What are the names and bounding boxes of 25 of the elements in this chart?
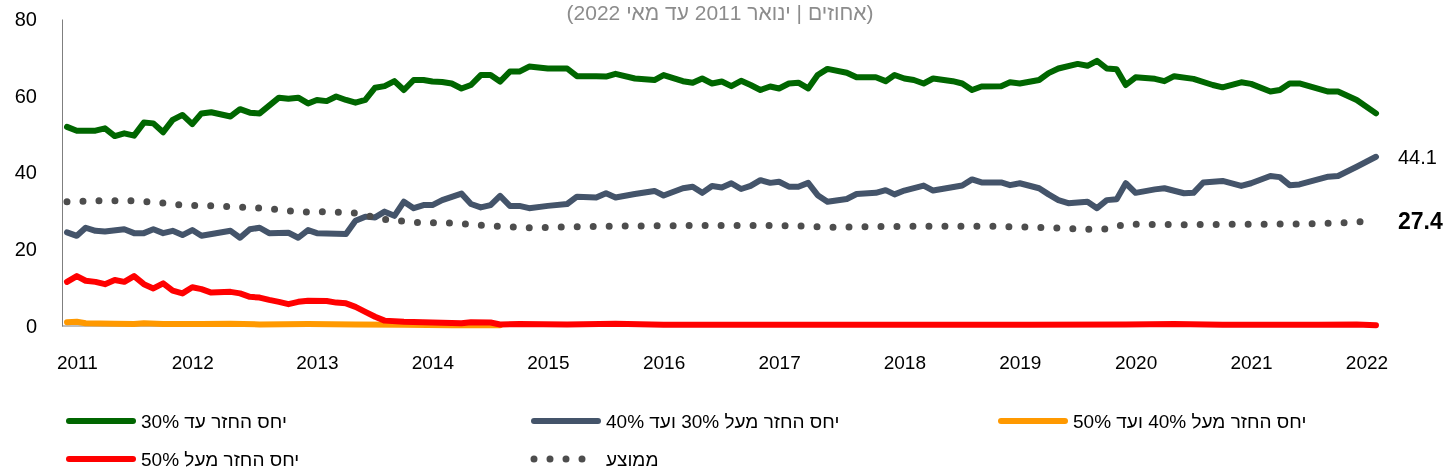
legend-label: יחס החזר מעל 30% ועד 40%	[606, 410, 840, 432]
annotation: 44.1	[1398, 145, 1437, 168]
x-tick-label: 2016	[642, 352, 686, 374]
x-tick-label: 2018	[883, 352, 926, 374]
chart-subtitle: (אחוזים | ינואר 2011 עד מאי 2022)	[566, 1, 874, 24]
x-tick-label: 2019	[999, 352, 1042, 374]
legend-label: יחס החזר מעל 50%	[141, 448, 300, 470]
legend-label: יחס החזר מעל 40% ועד 50%	[1073, 410, 1307, 432]
y-tick-label: 60	[14, 84, 37, 107]
x-tick-label: 2013	[296, 352, 339, 374]
x-tick-label: 2022	[1345, 352, 1389, 374]
x-tick-label: 2011	[56, 352, 98, 374]
x-tick-label: 2015	[527, 352, 570, 374]
annotation: 27.4	[1398, 207, 1443, 234]
y-tick-label: 80	[14, 7, 37, 30]
x-tick-label: 2021	[1230, 352, 1273, 374]
legend-label: יחס החזר עד 30%	[141, 410, 287, 432]
x-tick-label: 2017	[758, 352, 801, 374]
y-tick-label: 20	[14, 238, 37, 261]
y-tick-label: 0	[25, 314, 37, 337]
y-tick-label: 40	[14, 161, 37, 184]
x-tick-label: 2012	[171, 352, 214, 374]
x-tick-label: 2014	[411, 352, 455, 374]
x-tick-label: 2020	[1114, 352, 1158, 374]
legend-label: ממוצע	[606, 448, 659, 470]
